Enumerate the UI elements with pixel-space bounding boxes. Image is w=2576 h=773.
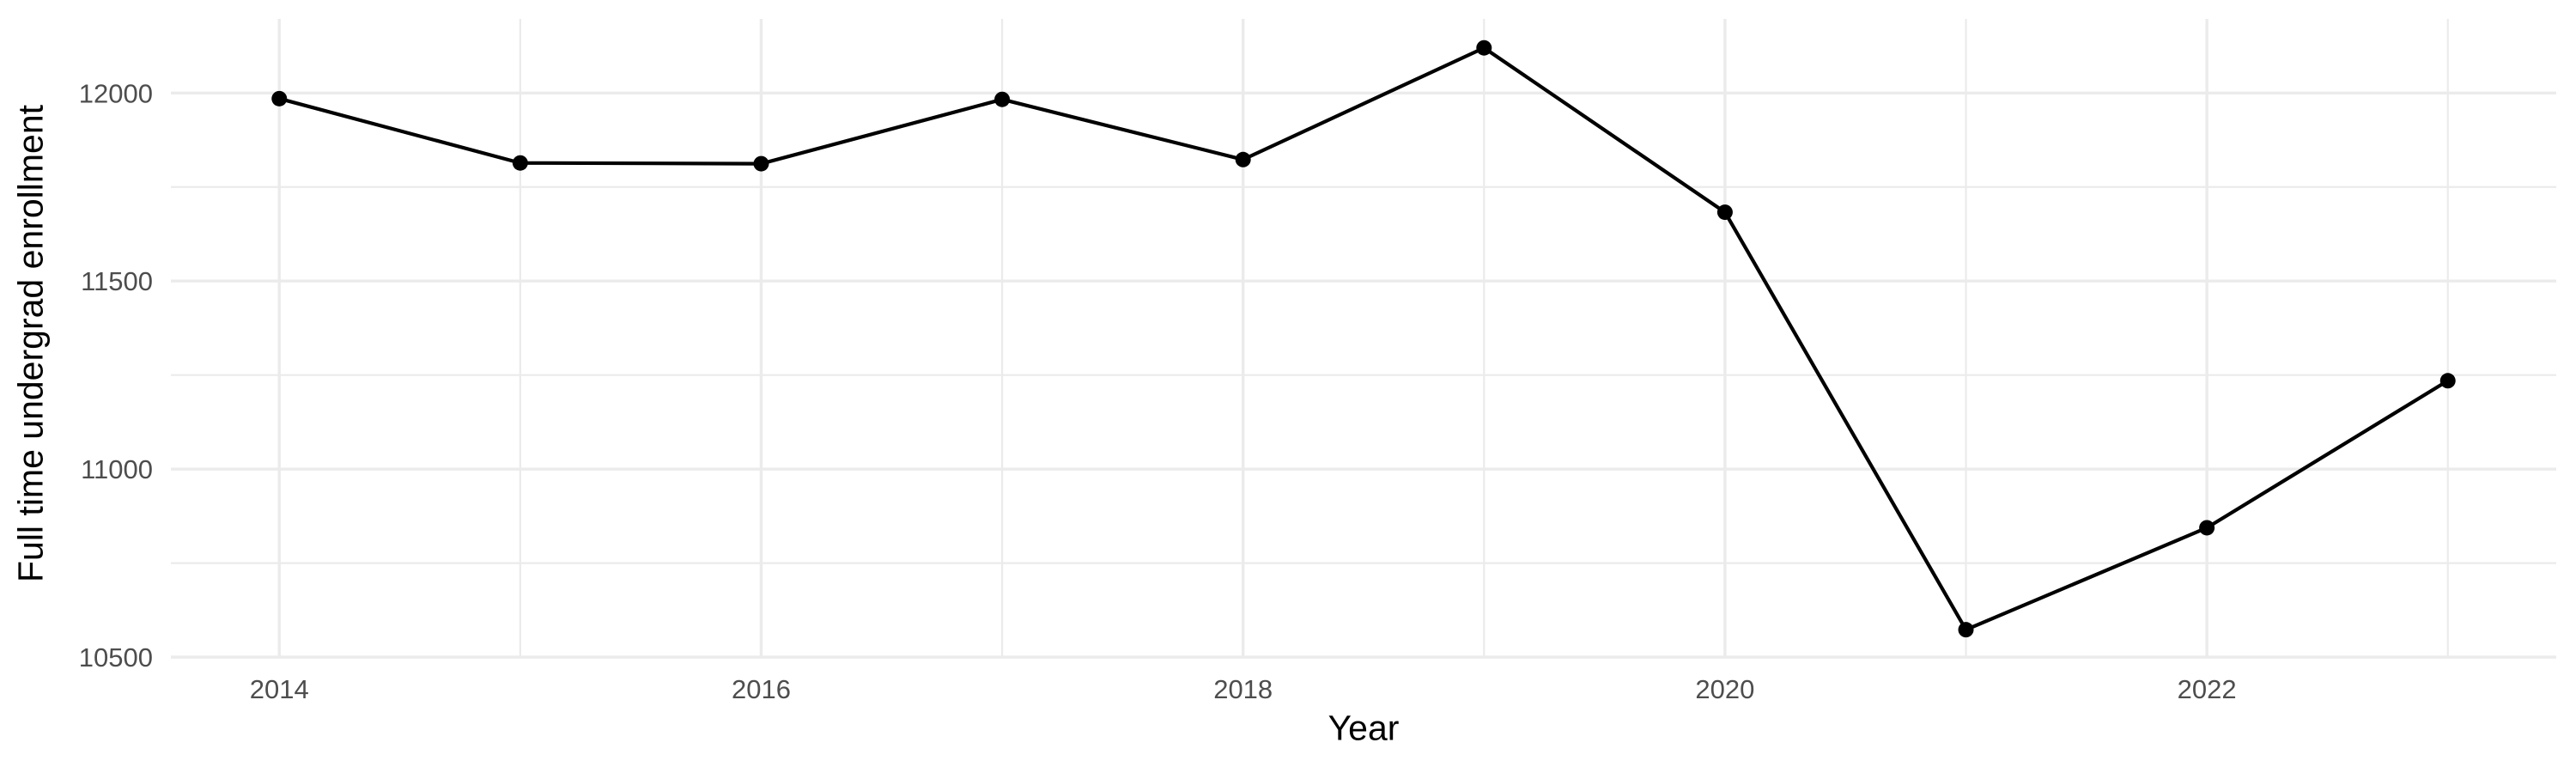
x-tick-label-2016: 2016 <box>732 674 791 704</box>
data-point-2021 <box>1958 622 1974 638</box>
data-point-2018 <box>1235 151 1251 167</box>
y-tick-label-12000: 12000 <box>79 78 153 108</box>
x-tick-label-2022: 2022 <box>2178 674 2237 704</box>
data-point-2019 <box>1476 40 1492 56</box>
y-tick-label-11000: 11000 <box>81 454 153 484</box>
data-point-2014 <box>271 90 288 107</box>
enrollment-line <box>278 46 2449 632</box>
y-tick-label-11500: 11500 <box>81 266 153 296</box>
data-point-2020 <box>1716 204 1733 221</box>
data-point-2016 <box>753 155 769 172</box>
x-tick-label-2020: 2020 <box>1695 674 1754 704</box>
data-point-2023 <box>2439 373 2456 389</box>
x-tick-label-2014: 2014 <box>250 674 309 704</box>
y-axis-title: Full time undergrad enrollment <box>10 104 51 583</box>
y-tick-label-10500: 10500 <box>79 642 153 673</box>
x-axis-title: Year <box>1327 708 1400 748</box>
data-point-2015 <box>512 155 528 171</box>
x-tick-label-2018: 2018 <box>1213 674 1273 704</box>
data-point-2017 <box>994 91 1011 107</box>
data-point-2022 <box>2199 520 2215 536</box>
